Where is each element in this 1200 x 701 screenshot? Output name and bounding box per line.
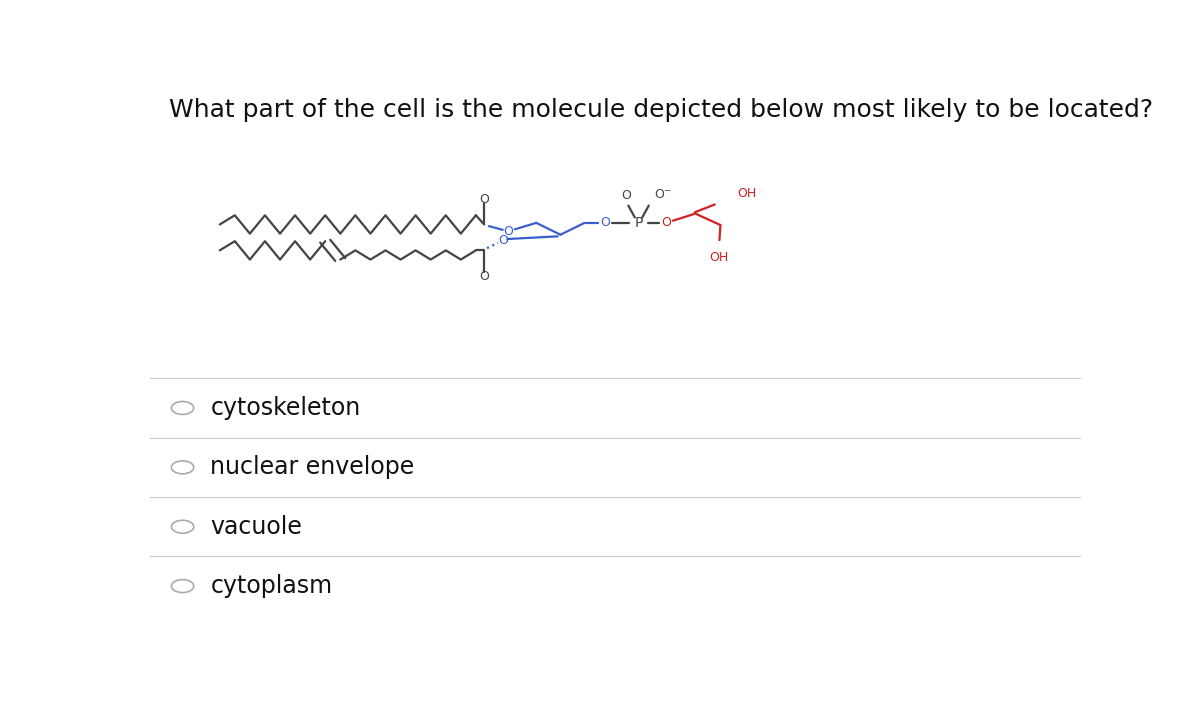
Text: O: O bbox=[504, 225, 514, 238]
Text: OH: OH bbox=[737, 187, 756, 200]
Text: O: O bbox=[479, 270, 490, 283]
Text: nuclear envelope: nuclear envelope bbox=[210, 456, 415, 479]
Text: P: P bbox=[635, 216, 643, 230]
Text: O: O bbox=[622, 189, 631, 203]
Text: O: O bbox=[661, 217, 671, 229]
Text: O: O bbox=[479, 193, 490, 205]
Text: OH: OH bbox=[709, 251, 728, 264]
Text: O$^{-}$: O$^{-}$ bbox=[654, 189, 673, 201]
Text: vacuole: vacuole bbox=[210, 515, 302, 539]
Text: cytoskeleton: cytoskeleton bbox=[210, 396, 361, 420]
Text: O: O bbox=[600, 217, 610, 229]
Text: cytoplasm: cytoplasm bbox=[210, 574, 332, 598]
Text: O: O bbox=[498, 234, 508, 247]
Text: What part of the cell is the molecule depicted below most likely to be located?: What part of the cell is the molecule de… bbox=[168, 97, 1153, 121]
